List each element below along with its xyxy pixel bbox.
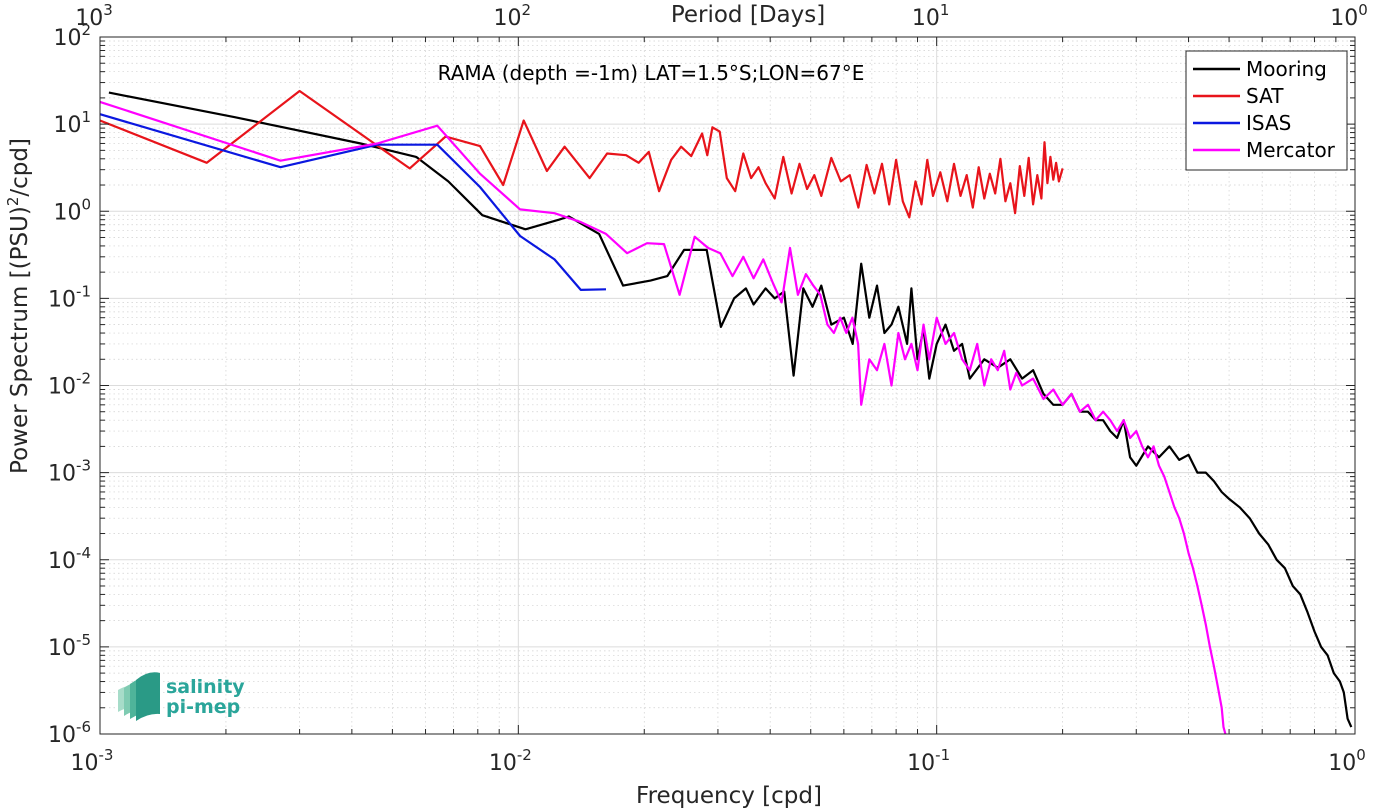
top-tick-label: 102 [494,1,532,31]
logo-wave-4 [136,672,160,721]
top-tick-label: 100 [1330,1,1368,31]
y-axis-label: Power Spectrum [(PSU)2/cpd] [4,138,33,474]
x-tick-label: 10-2 [489,746,532,776]
y-tick-label: 102 [53,21,91,51]
y-tick-label: 101 [53,108,91,138]
top-axis-label: Period [Days] [671,2,825,28]
y-axis-label-sup: 2 [4,197,22,207]
legend-label-mercator: Mercator [1246,138,1336,162]
x-axis-label: Frequency [cpd] [636,783,822,809]
series-line-sat [99,89,1064,219]
ticks-layer [99,36,1356,735]
logo-text-pimep: pi-mep [166,696,240,718]
series-line-isas [99,113,607,291]
y-axis-label-main: Power Spectrum [(PSU) [7,206,33,474]
top-tick-label: 103 [75,1,113,31]
y-tick-label: 10-5 [48,631,91,661]
series-layer [99,89,1353,735]
legend-label-sat: SAT [1246,84,1284,108]
x-tick-label: 100 [1328,746,1366,776]
top-tick-label: 101 [912,1,950,31]
grid-minor [100,37,1355,734]
salinity-pi-mep-logo: salinity pi-mep [118,672,245,721]
y-tick-label: 10-4 [48,544,91,574]
legend-label-isas: ISAS [1246,111,1291,135]
y-tick-label: 10-1 [48,282,91,312]
x-tick-label: 10-1 [907,746,950,776]
legend: Mooring SAT ISAS Mercator [1185,50,1348,171]
y-tick-label: 10-6 [48,718,91,748]
legend-label-mooring: Mooring [1246,57,1327,81]
logo-text-salinity: salinity [166,676,245,698]
x-tick-label: 10-3 [71,746,114,776]
series-line-mooring [108,91,1353,728]
y-tick-label: 10-3 [48,457,91,487]
y-axis-label-end: /cpd] [7,138,33,197]
y-tick-label: 10-2 [48,370,91,400]
y-tick-label: 100 [53,195,91,225]
series-line-mercator [99,100,1227,735]
chart-title: RAMA (depth =-1m) LAT=1.5°S;LON=67°E [438,61,865,85]
